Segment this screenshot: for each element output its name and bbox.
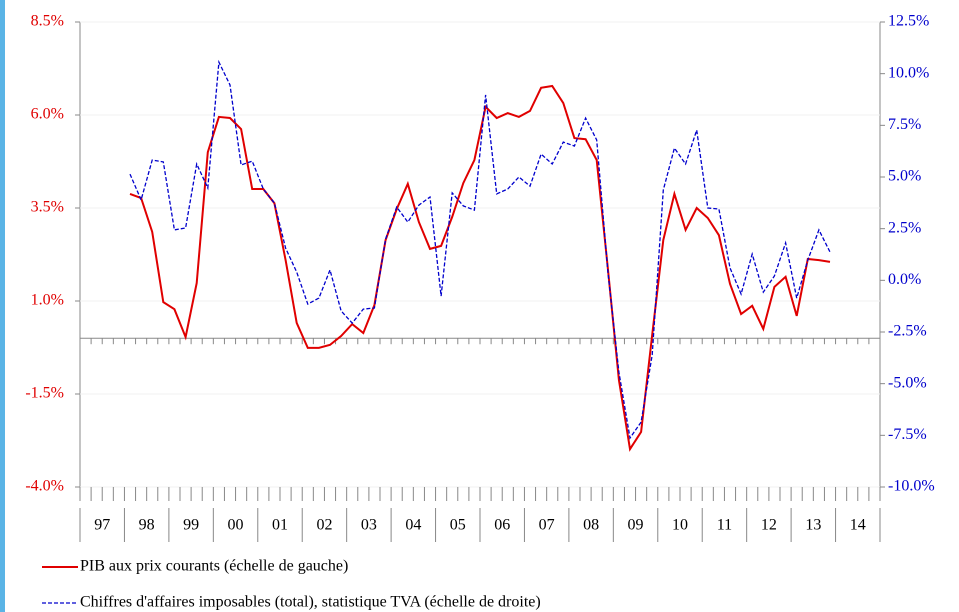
x-tick-label: 06 — [494, 517, 510, 534]
y2-tick-label: -7.5% — [888, 426, 927, 443]
x-tick-label: 01 — [272, 517, 288, 534]
y2-tick-label: 2.5% — [888, 219, 921, 236]
y-tick-label: -1.5% — [25, 385, 64, 402]
x-tick-label: 05 — [450, 517, 466, 534]
y2-tick-label: -5.0% — [888, 374, 927, 391]
x-tick-label: 99 — [183, 517, 199, 534]
x-tick-label: 13 — [805, 517, 821, 534]
edge-strip — [0, 0, 5, 612]
series-line — [129, 84, 831, 452]
x-tick-label: 98 — [139, 517, 155, 534]
y2-tick-label: 12.5% — [888, 13, 929, 30]
y-tick-label: 1.0% — [31, 292, 64, 309]
y2-tick-label: -2.5% — [888, 323, 927, 340]
y2-tick-label: 7.5% — [888, 116, 921, 133]
series-line — [129, 59, 831, 440]
x-tick-label: 07 — [539, 517, 555, 534]
x-tick-label: 00 — [228, 517, 244, 534]
y-tick-label: 8.5% — [31, 13, 64, 30]
y2-tick-label: 10.0% — [888, 64, 929, 81]
x-tick-label: 02 — [316, 517, 332, 534]
x-tick-label: 12 — [761, 517, 777, 534]
x-tick-label: 10 — [672, 517, 688, 534]
legend-label: Chiffres d'affaires imposables (total), … — [80, 594, 541, 611]
x-tick-label: 08 — [583, 517, 599, 534]
x-tick-label: 04 — [405, 517, 421, 534]
x-tick-label: 09 — [628, 517, 644, 534]
y-tick-label: -4.0% — [25, 478, 64, 495]
y-tick-label: 6.0% — [31, 106, 64, 123]
x-tick-label: 14 — [850, 517, 866, 534]
y-tick-label: 3.5% — [31, 199, 64, 216]
y2-tick-label: -10.0% — [888, 478, 935, 495]
legend-label: PIB aux prix courants (échelle de gauche… — [80, 558, 348, 575]
x-tick-label: 03 — [361, 517, 377, 534]
x-tick-label: 11 — [717, 517, 732, 534]
y2-tick-label: 5.0% — [888, 168, 921, 185]
y2-tick-label: 0.0% — [888, 271, 921, 288]
x-tick-label: 97 — [94, 517, 110, 534]
